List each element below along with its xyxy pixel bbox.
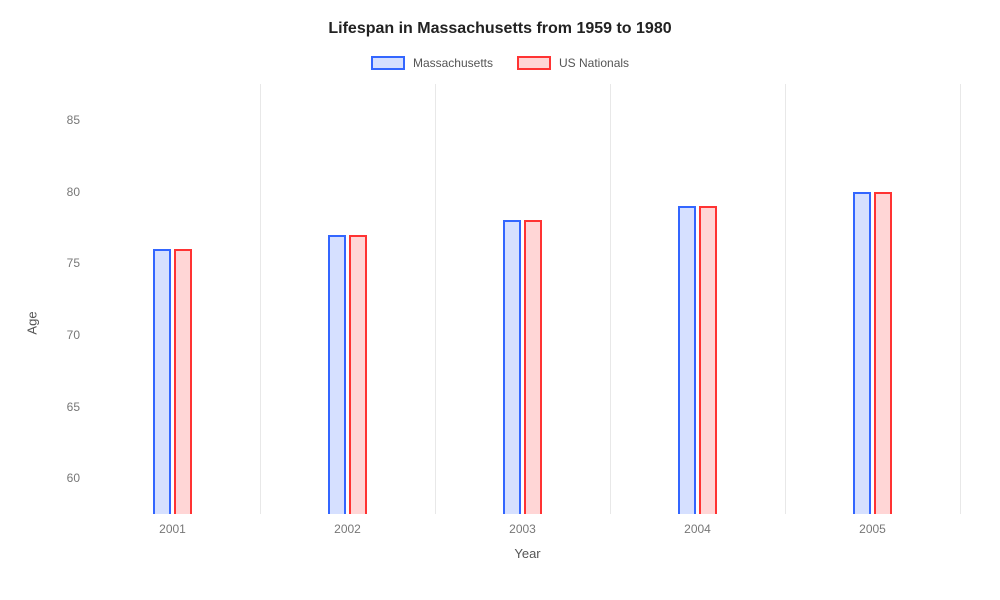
- bar: [503, 220, 521, 514]
- bar: [328, 235, 346, 515]
- y-tick-label: 60: [40, 471, 80, 485]
- y-tick-label: 75: [40, 256, 80, 270]
- x-tick-label: 2003: [509, 522, 536, 536]
- y-tick-label: 70: [40, 328, 80, 342]
- bars-layer: [85, 84, 960, 514]
- x-tick-label: 2001: [159, 522, 186, 536]
- legend-label: US Nationals: [559, 56, 629, 70]
- legend-item-massachusetts: Massachusetts: [371, 56, 493, 70]
- legend-swatch-us-nationals: [517, 56, 551, 70]
- x-tick-label: 2002: [334, 522, 361, 536]
- y-tick-label: 65: [40, 400, 80, 414]
- bar: [874, 192, 892, 515]
- legend: Massachusetts US Nationals: [30, 56, 970, 70]
- bar: [349, 235, 367, 515]
- y-axis-label: Age: [25, 311, 40, 334]
- bar: [699, 206, 717, 514]
- chart-container: Lifespan in Massachusetts from 1959 to 1…: [0, 0, 1000, 600]
- legend-swatch-massachusetts: [371, 56, 405, 70]
- x-tick-label: 2005: [859, 522, 886, 536]
- legend-label: Massachusetts: [413, 56, 493, 70]
- plot-area: 60657075808520012002200320042005: [85, 84, 960, 514]
- bar: [853, 192, 871, 515]
- chart-title: Lifespan in Massachusetts from 1959 to 1…: [30, 20, 970, 38]
- bar: [678, 206, 696, 514]
- bar: [524, 220, 542, 514]
- bar: [174, 249, 192, 514]
- x-tick-label: 2004: [684, 522, 711, 536]
- y-tick-label: 80: [40, 185, 80, 199]
- legend-item-us-nationals: US Nationals: [517, 56, 629, 70]
- vgrid-line: [960, 84, 961, 514]
- y-tick-label: 85: [40, 113, 80, 127]
- x-axis-label: Year: [85, 546, 970, 561]
- bar: [153, 249, 171, 514]
